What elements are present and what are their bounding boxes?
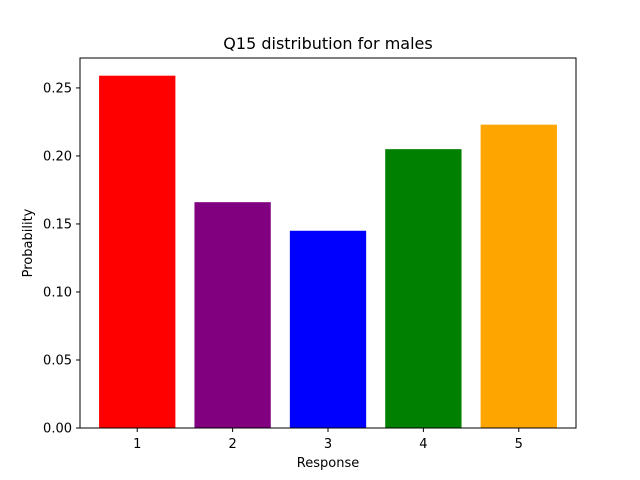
x-tick-label: 5 [515,437,523,452]
y-tick-label: 0.05 [43,353,72,368]
bars-layer [99,75,557,429]
x-tick-label: 2 [228,437,236,452]
x-axis-label: Response [297,456,359,471]
bar-3 [289,230,367,428]
x-tick-label: 4 [419,437,427,452]
x-axis-ticks: 1 2 3 4 5 [133,428,523,452]
bar-1 [99,75,176,429]
y-axis-ticks: 0.00 0.05 0.10 0.15 0.20 0.25 [43,81,80,437]
y-axis-label: Probability [21,208,36,277]
x-tick-label: 3 [324,437,332,452]
y-tick-label: 0.15 [43,217,72,232]
y-tick-label: 0.10 [43,285,72,300]
x-tick-label: 1 [133,437,141,452]
plot-frame [79,57,577,429]
bar-5 [480,124,557,429]
y-tick-label: 0.25 [43,81,72,96]
bar-2 [194,202,271,428]
y-tick-label: 0.00 [43,422,72,437]
bar-4 [385,149,462,428]
y-tick-label: 0.20 [43,149,72,164]
chart-title: Q15 distribution for males [223,34,432,53]
